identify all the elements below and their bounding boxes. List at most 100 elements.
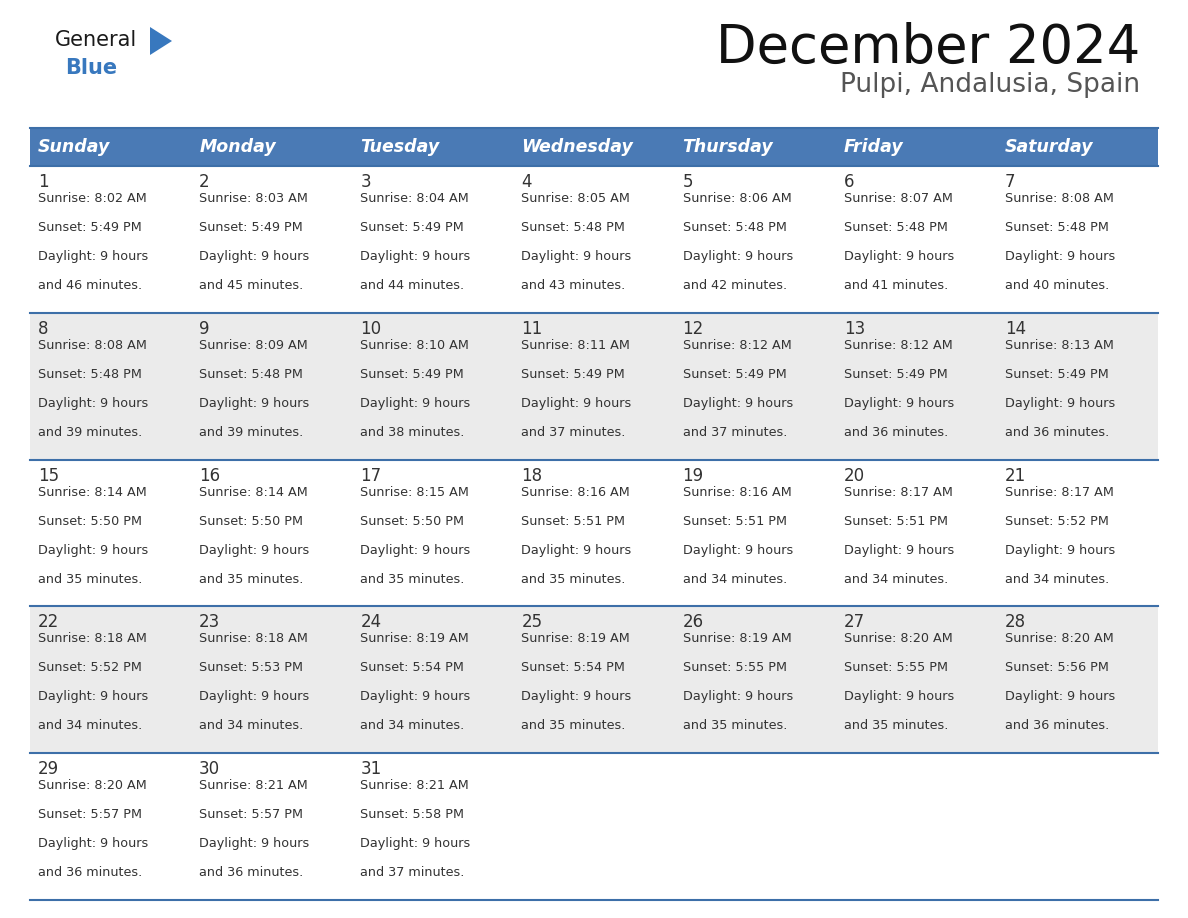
Text: Sunset: 5:54 PM: Sunset: 5:54 PM	[522, 661, 625, 675]
Text: Tuesday: Tuesday	[360, 138, 440, 156]
Text: Sunrise: 8:09 AM: Sunrise: 8:09 AM	[200, 339, 308, 352]
Text: 6: 6	[843, 173, 854, 191]
Text: and 42 minutes.: and 42 minutes.	[683, 279, 786, 292]
Text: and 37 minutes.: and 37 minutes.	[683, 426, 786, 439]
Text: Sunrise: 8:20 AM: Sunrise: 8:20 AM	[1005, 633, 1113, 645]
Text: and 36 minutes.: and 36 minutes.	[1005, 720, 1110, 733]
Text: Saturday: Saturday	[1005, 138, 1093, 156]
Text: Sunrise: 8:16 AM: Sunrise: 8:16 AM	[522, 486, 630, 498]
Text: Daylight: 9 hours: Daylight: 9 hours	[360, 250, 470, 263]
Text: Daylight: 9 hours: Daylight: 9 hours	[683, 250, 792, 263]
Text: Sunset: 5:49 PM: Sunset: 5:49 PM	[38, 221, 141, 234]
Text: Wednesday: Wednesday	[522, 138, 633, 156]
Text: 12: 12	[683, 319, 703, 338]
Text: and 34 minutes.: and 34 minutes.	[360, 720, 465, 733]
Text: Sunset: 5:53 PM: Sunset: 5:53 PM	[200, 661, 303, 675]
Text: Sunrise: 8:19 AM: Sunrise: 8:19 AM	[683, 633, 791, 645]
Text: and 34 minutes.: and 34 minutes.	[200, 720, 303, 733]
Text: 8: 8	[38, 319, 49, 338]
Text: and 34 minutes.: and 34 minutes.	[683, 573, 786, 586]
Text: Sunrise: 8:18 AM: Sunrise: 8:18 AM	[38, 633, 147, 645]
Text: Daylight: 9 hours: Daylight: 9 hours	[1005, 690, 1116, 703]
Text: 20: 20	[843, 466, 865, 485]
Text: and 37 minutes.: and 37 minutes.	[522, 426, 626, 439]
Text: Sunset: 5:50 PM: Sunset: 5:50 PM	[38, 515, 143, 528]
Text: Friday: Friday	[843, 138, 903, 156]
Text: and 39 minutes.: and 39 minutes.	[200, 426, 303, 439]
Text: Sunrise: 8:05 AM: Sunrise: 8:05 AM	[522, 192, 631, 205]
Text: and 35 minutes.: and 35 minutes.	[522, 573, 626, 586]
Text: Sunrise: 8:15 AM: Sunrise: 8:15 AM	[360, 486, 469, 498]
Text: Sunrise: 8:12 AM: Sunrise: 8:12 AM	[843, 339, 953, 352]
Text: Sunrise: 8:10 AM: Sunrise: 8:10 AM	[360, 339, 469, 352]
Text: Sunset: 5:56 PM: Sunset: 5:56 PM	[1005, 661, 1108, 675]
Text: Sunrise: 8:08 AM: Sunrise: 8:08 AM	[38, 339, 147, 352]
Text: Sunrise: 8:08 AM: Sunrise: 8:08 AM	[1005, 192, 1113, 205]
Text: Sunset: 5:48 PM: Sunset: 5:48 PM	[200, 368, 303, 381]
Text: Sunrise: 8:02 AM: Sunrise: 8:02 AM	[38, 192, 147, 205]
Text: 23: 23	[200, 613, 221, 632]
Text: Daylight: 9 hours: Daylight: 9 hours	[522, 397, 632, 409]
Text: Sunrise: 8:17 AM: Sunrise: 8:17 AM	[843, 486, 953, 498]
Text: Sunset: 5:49 PM: Sunset: 5:49 PM	[522, 368, 625, 381]
Text: and 36 minutes.: and 36 minutes.	[200, 867, 303, 879]
Text: 25: 25	[522, 613, 543, 632]
Text: Sunrise: 8:17 AM: Sunrise: 8:17 AM	[1005, 486, 1113, 498]
Bar	[30, 753, 1158, 900]
Text: Sunrise: 8:12 AM: Sunrise: 8:12 AM	[683, 339, 791, 352]
Text: Daylight: 9 hours: Daylight: 9 hours	[1005, 250, 1116, 263]
Text: 28: 28	[1005, 613, 1026, 632]
Text: Sunrise: 8:07 AM: Sunrise: 8:07 AM	[843, 192, 953, 205]
Text: 31: 31	[360, 760, 381, 778]
Text: 7: 7	[1005, 173, 1016, 191]
Text: Blue: Blue	[65, 58, 118, 78]
Text: Sunrise: 8:20 AM: Sunrise: 8:20 AM	[843, 633, 953, 645]
Text: Sunrise: 8:19 AM: Sunrise: 8:19 AM	[522, 633, 630, 645]
Text: Sunrise: 8:16 AM: Sunrise: 8:16 AM	[683, 486, 791, 498]
Text: Daylight: 9 hours: Daylight: 9 hours	[360, 543, 470, 556]
Text: Monday: Monday	[200, 138, 276, 156]
Text: 16: 16	[200, 466, 220, 485]
Text: Daylight: 9 hours: Daylight: 9 hours	[200, 250, 309, 263]
Text: Sunrise: 8:19 AM: Sunrise: 8:19 AM	[360, 633, 469, 645]
Text: Daylight: 9 hours: Daylight: 9 hours	[522, 690, 632, 703]
Text: Sunset: 5:52 PM: Sunset: 5:52 PM	[1005, 515, 1108, 528]
Text: Daylight: 9 hours: Daylight: 9 hours	[200, 837, 309, 850]
Text: Daylight: 9 hours: Daylight: 9 hours	[522, 250, 632, 263]
Text: Daylight: 9 hours: Daylight: 9 hours	[683, 397, 792, 409]
Text: 10: 10	[360, 319, 381, 338]
Text: and 38 minutes.: and 38 minutes.	[360, 426, 465, 439]
Text: Sunset: 5:51 PM: Sunset: 5:51 PM	[522, 515, 625, 528]
Text: Sunset: 5:51 PM: Sunset: 5:51 PM	[843, 515, 948, 528]
Text: Sunset: 5:49 PM: Sunset: 5:49 PM	[1005, 368, 1108, 381]
Text: and 40 minutes.: and 40 minutes.	[1005, 279, 1110, 292]
Text: 1: 1	[38, 173, 49, 191]
Text: 14: 14	[1005, 319, 1026, 338]
Text: 2: 2	[200, 173, 210, 191]
Text: and 35 minutes.: and 35 minutes.	[683, 720, 786, 733]
Text: Sunset: 5:55 PM: Sunset: 5:55 PM	[843, 661, 948, 675]
Text: Sunset: 5:52 PM: Sunset: 5:52 PM	[38, 661, 141, 675]
Text: Sunset: 5:49 PM: Sunset: 5:49 PM	[360, 221, 465, 234]
Text: and 35 minutes.: and 35 minutes.	[522, 720, 626, 733]
Text: Sunrise: 8:04 AM: Sunrise: 8:04 AM	[360, 192, 469, 205]
Text: 26: 26	[683, 613, 703, 632]
Text: December 2024: December 2024	[715, 22, 1140, 74]
Text: 11: 11	[522, 319, 543, 338]
Text: and 35 minutes.: and 35 minutes.	[843, 720, 948, 733]
Text: and 35 minutes.: and 35 minutes.	[38, 573, 143, 586]
Text: Sunset: 5:49 PM: Sunset: 5:49 PM	[843, 368, 948, 381]
Text: Daylight: 9 hours: Daylight: 9 hours	[843, 250, 954, 263]
Text: 17: 17	[360, 466, 381, 485]
Text: Sunset: 5:50 PM: Sunset: 5:50 PM	[360, 515, 465, 528]
Text: 30: 30	[200, 760, 220, 778]
Text: Sunset: 5:48 PM: Sunset: 5:48 PM	[38, 368, 141, 381]
Text: Daylight: 9 hours: Daylight: 9 hours	[38, 690, 148, 703]
Text: Daylight: 9 hours: Daylight: 9 hours	[38, 397, 148, 409]
Text: 5: 5	[683, 173, 693, 191]
Text: Sunrise: 8:11 AM: Sunrise: 8:11 AM	[522, 339, 631, 352]
Text: Daylight: 9 hours: Daylight: 9 hours	[38, 543, 148, 556]
Text: and 34 minutes.: and 34 minutes.	[843, 573, 948, 586]
Text: 18: 18	[522, 466, 543, 485]
Text: Daylight: 9 hours: Daylight: 9 hours	[200, 690, 309, 703]
